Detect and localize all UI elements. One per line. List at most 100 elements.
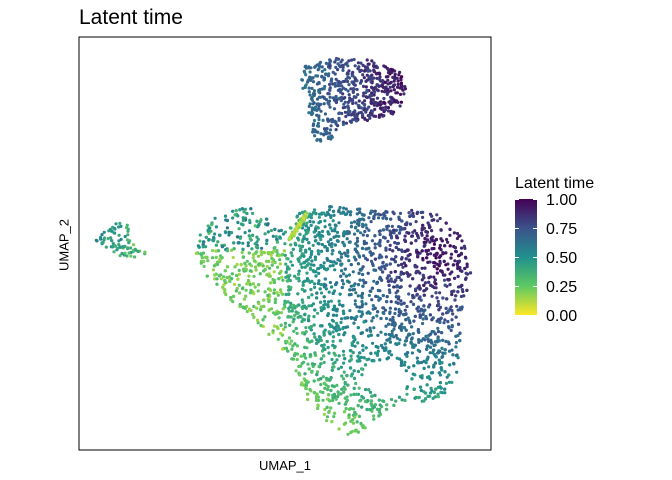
- scatter-point: [297, 225, 301, 230]
- scatter-point: [335, 309, 339, 313]
- scatter-point: [353, 83, 357, 87]
- scatter-point: [438, 381, 442, 385]
- scatter-point: [455, 262, 459, 266]
- scatter-point: [302, 236, 306, 240]
- scatter-point: [330, 384, 334, 388]
- scatter-point: [443, 370, 447, 374]
- scatter-point: [293, 342, 297, 346]
- scatter-point: [433, 261, 437, 265]
- scatter-point: [351, 70, 355, 74]
- scatter-point: [398, 228, 402, 232]
- scatter-point: [310, 259, 314, 263]
- scatter-point: [442, 259, 446, 263]
- scatter-point: [322, 102, 326, 106]
- scatter-point: [375, 314, 379, 318]
- scatter-point: [344, 62, 348, 66]
- scatter-point: [424, 249, 428, 253]
- scatter-point: [408, 222, 412, 226]
- scatter-point: [437, 308, 441, 312]
- scatter-point: [360, 294, 364, 298]
- scatter-point: [278, 258, 282, 262]
- scatter-point: [268, 251, 272, 255]
- scatter-point: [316, 68, 320, 72]
- scatter-point: [237, 241, 241, 245]
- scatter-point: [271, 331, 275, 335]
- scatter-point: [455, 353, 459, 357]
- scatter-point: [407, 292, 411, 296]
- scatter-point: [384, 217, 389, 221]
- scatter-point: [450, 270, 454, 274]
- scatter-point: [283, 253, 287, 257]
- scatter-point: [243, 207, 247, 211]
- scatter-point: [421, 337, 425, 341]
- scatter-point: [388, 318, 392, 322]
- scatter-point: [328, 280, 332, 285]
- scatter-point: [308, 78, 312, 82]
- scatter-point: [247, 234, 251, 238]
- scatter-point: [289, 243, 293, 247]
- scatter-point: [436, 299, 440, 303]
- scatter-point: [266, 297, 270, 301]
- scatter-point: [328, 223, 332, 227]
- scatter-point: [437, 358, 441, 362]
- scatter-point: [286, 279, 290, 283]
- scatter-point: [434, 355, 438, 359]
- scatter-point: [370, 286, 374, 290]
- scatter-point: [407, 231, 411, 235]
- scatter-point: [393, 311, 397, 316]
- scatter-point: [249, 207, 253, 211]
- scatter-point: [328, 88, 332, 92]
- scatter-point: [347, 83, 351, 87]
- scatter-point: [410, 208, 414, 212]
- scatter-point: [342, 244, 347, 248]
- scatter-point: [365, 58, 369, 62]
- scatter-point: [369, 259, 374, 263]
- scatter-point: [217, 274, 221, 278]
- scatter-point: [279, 331, 283, 336]
- scatter-points: [94, 57, 473, 436]
- scatter-point: [319, 238, 323, 242]
- scatter-point: [321, 390, 325, 395]
- scatter-point: [358, 351, 362, 355]
- scatter-point: [352, 376, 357, 380]
- scatter-point: [198, 239, 202, 243]
- scatter-point: [341, 377, 346, 381]
- scatter-point: [257, 283, 261, 287]
- scatter-point: [272, 280, 277, 284]
- scatter-point: [223, 291, 227, 295]
- scatter-point: [359, 355, 363, 359]
- scatter-point: [450, 348, 454, 352]
- scatter-point: [342, 361, 346, 365]
- scatter-point: [316, 281, 320, 286]
- scatter-point: [334, 234, 339, 238]
- scatter-point: [360, 291, 365, 296]
- scatter-point: [435, 213, 439, 217]
- scatter-point: [354, 119, 359, 123]
- scatter-point: [351, 99, 355, 103]
- scatter-point: [331, 339, 335, 343]
- scatter-point: [367, 216, 371, 220]
- scatter-point: [231, 216, 235, 220]
- scatter-point: [252, 304, 256, 309]
- scatter-point: [350, 343, 354, 347]
- scatter-point: [275, 265, 280, 269]
- scatter-point: [319, 357, 323, 361]
- scatter-point: [347, 407, 352, 411]
- scatter-point: [349, 210, 353, 214]
- scatter-point: [343, 357, 347, 361]
- scatter-point: [277, 229, 281, 233]
- scatter-point: [333, 60, 337, 64]
- scatter-point: [305, 237, 309, 241]
- scatter-point: [352, 335, 356, 339]
- scatter-point: [362, 254, 366, 258]
- scatter-point: [347, 59, 351, 63]
- scatter-point: [302, 254, 306, 258]
- scatter-point: [426, 337, 430, 341]
- scatter-point: [400, 257, 404, 261]
- scatter-point: [381, 270, 385, 274]
- scatter-point: [346, 64, 350, 68]
- scatter-point: [321, 234, 325, 238]
- scatter-point: [237, 283, 241, 287]
- scatter-point: [442, 278, 447, 282]
- scatter-point: [346, 383, 350, 387]
